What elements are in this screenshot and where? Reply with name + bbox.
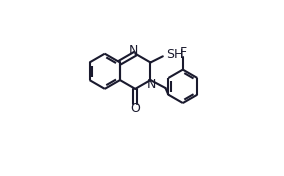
Text: N: N — [147, 78, 156, 91]
Text: O: O — [130, 102, 140, 115]
Text: N: N — [129, 44, 139, 57]
Text: SH: SH — [166, 48, 184, 61]
Text: F: F — [179, 46, 186, 59]
